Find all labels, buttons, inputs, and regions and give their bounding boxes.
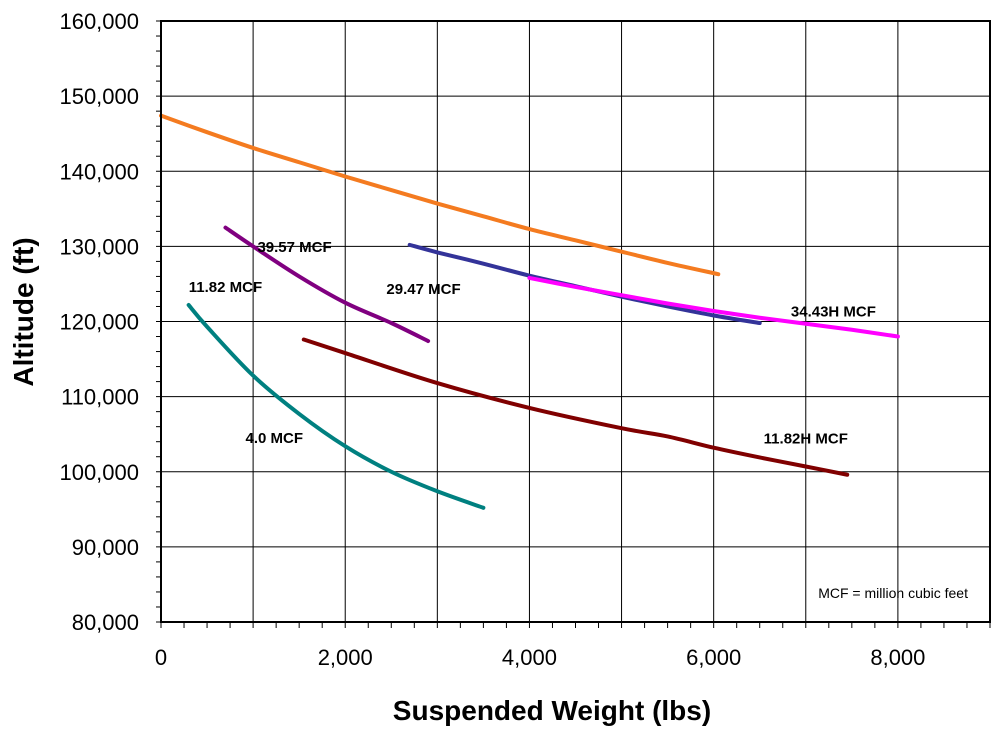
x-tick-label: 0 [155, 645, 167, 670]
x-tick-label: 2,000 [318, 645, 373, 670]
series-label: 4.0 MCF [246, 430, 304, 447]
plot-frame [160, 20, 991, 623]
series-line-2 [223, 225, 431, 344]
series-label: 29.47 MCF [386, 281, 460, 298]
mcf-note: MCF = million cubic feet [818, 585, 968, 601]
y-tick-label: 130,000 [59, 234, 139, 259]
series-line-5 [527, 275, 900, 339]
y-axis-title: Altitude (ft) [8, 237, 39, 386]
x-tick-label: 6,000 [686, 645, 741, 670]
series-lines [159, 113, 900, 510]
y-axis-tick-labels: 80,000 90,000 100,000 110,000 120,000 130,000… [59, 9, 139, 635]
y-tick-label: 160,000 [59, 9, 139, 34]
y-tick-label: 110,000 [61, 385, 139, 410]
y-tick-label: 120,000 [59, 310, 139, 335]
series-line-6 [301, 337, 850, 477]
x-tick-label: 8,000 [870, 645, 925, 670]
series-label: 34.43H MCF [791, 304, 876, 321]
gridlines [160, 20, 991, 623]
y-tick-label: 150,000 [59, 84, 139, 109]
y-tick-label: 100,000 [59, 460, 139, 485]
series-line-1 [159, 113, 721, 277]
y-tick-label: 90,000 [72, 535, 139, 560]
minor-ticks [156, 20, 991, 628]
series-line-3 [186, 302, 486, 510]
series-label: 11.82 MCF [189, 279, 262, 296]
series-label: 11.82H MCF [764, 431, 848, 448]
y-tick-label: 140,000 [59, 159, 139, 184]
x-axis-tick-labels: 0 2,000 4,000 6,000 8,000 [155, 645, 926, 670]
x-axis-title: Suspended Weight (lbs) [393, 695, 711, 726]
y-tick-label: 80,000 [72, 610, 139, 635]
series-label: 39.57 MCF [257, 239, 331, 256]
x-tick-label: 4,000 [502, 645, 557, 670]
series-labels: 39.57 MCF 11.82 MCF 4.0 MCF 29.47 MCF 34.43H… [189, 239, 876, 448]
